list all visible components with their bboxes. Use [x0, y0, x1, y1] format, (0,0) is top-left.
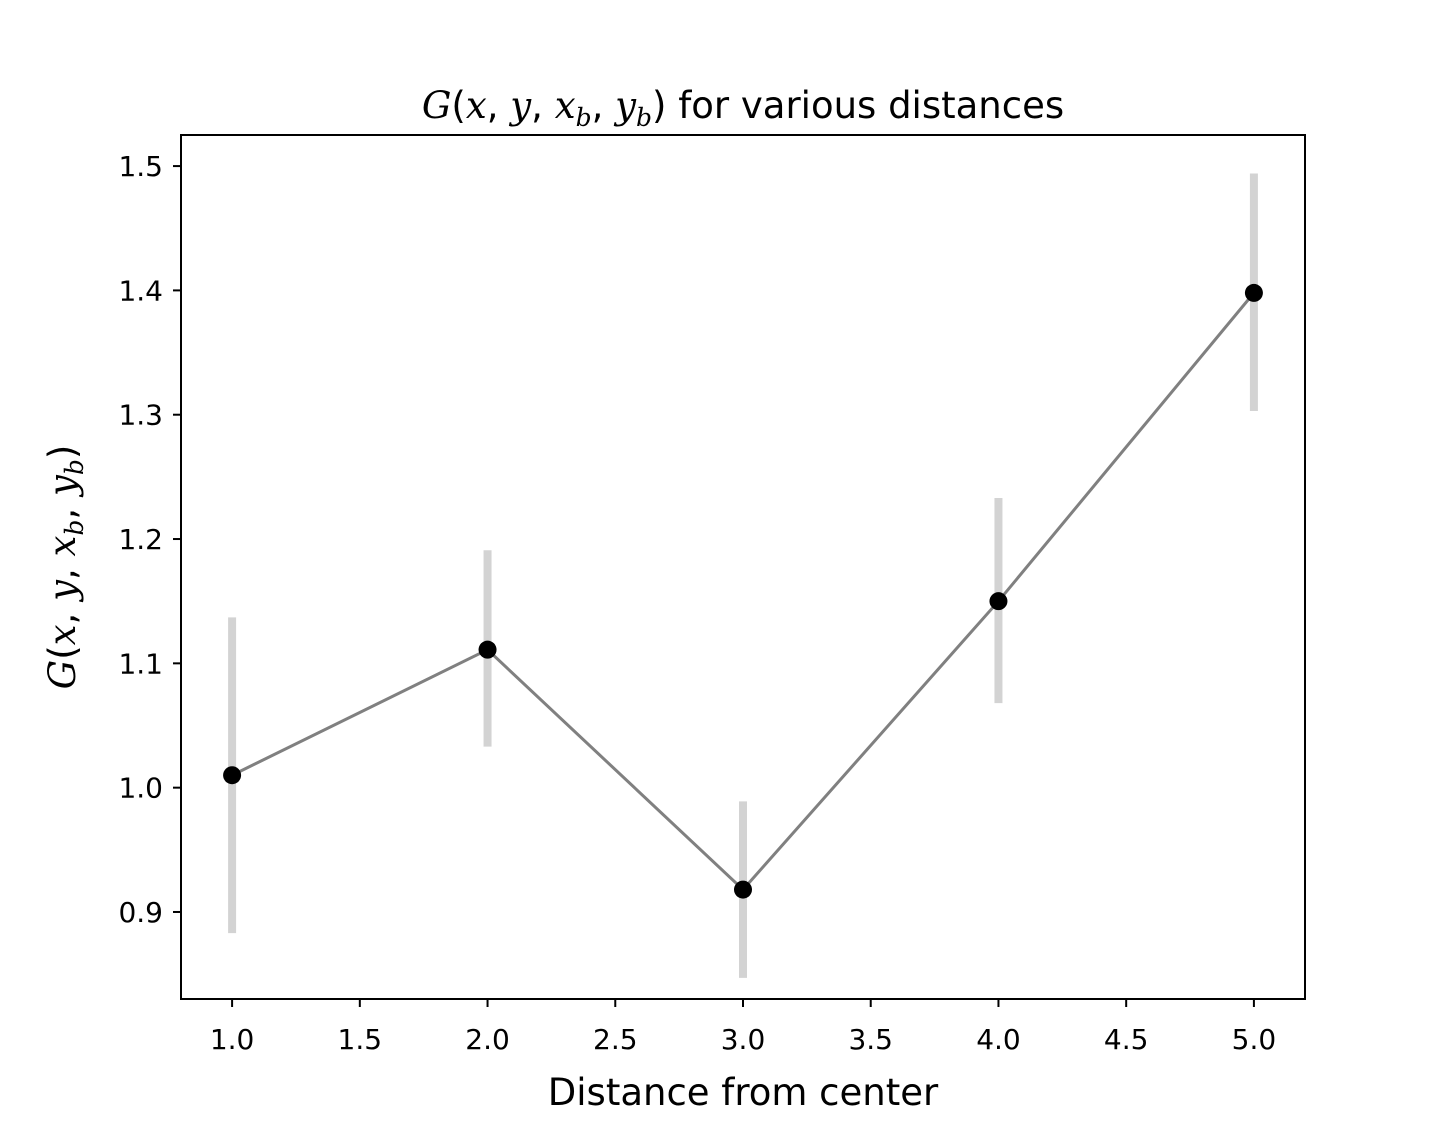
x-tick-label: 4.0: [976, 1023, 1021, 1056]
x-tick-label: 3.0: [721, 1023, 766, 1056]
data-point: [734, 880, 752, 899]
x-tick-label: 2.0: [465, 1023, 510, 1056]
y-tick-label: 1.3: [118, 399, 163, 432]
data-point: [223, 766, 242, 785]
data-point: [478, 640, 497, 659]
data-point: [989, 592, 1008, 611]
y-tick-label: 0.9: [118, 896, 163, 929]
y-tick-label: 1.5: [118, 150, 163, 183]
x-tick-label: 4.5: [1104, 1023, 1149, 1056]
x-tick-label: 1.5: [338, 1023, 383, 1056]
y-axis-label: G(x, y, xb, yb): [41, 445, 89, 690]
x-axis-ticks: 1.0 1.5 2.0 2.5 3.0 3.5 4.0 4.5 5.0: [210, 999, 1276, 1056]
series-polyline: [231, 291, 1256, 892]
x-tick-label: 3.5: [848, 1023, 893, 1056]
errorbars: [228, 173, 1258, 978]
y-tick-label: 1.2: [118, 523, 163, 556]
y-tick-label: 1.4: [118, 274, 163, 307]
series-line: [231, 291, 1256, 892]
x-axis-label: Distance from center: [548, 1071, 939, 1114]
y-tick-label: 1.0: [118, 772, 163, 805]
data-point: [1244, 283, 1263, 302]
x-tick-label: 2.5: [593, 1023, 638, 1056]
chart-title: G(x, y, xb, yb) for various distances: [422, 84, 1064, 132]
y-axis-ticks: 0.9 1.0 1.1 1.2 1.3 1.4 1.5: [118, 150, 181, 929]
x-tick-label: 5.0: [1232, 1023, 1277, 1056]
x-tick-label: 1.0: [210, 1023, 255, 1056]
data-markers: [223, 283, 1263, 899]
y-tick-label: 1.1: [118, 647, 163, 680]
